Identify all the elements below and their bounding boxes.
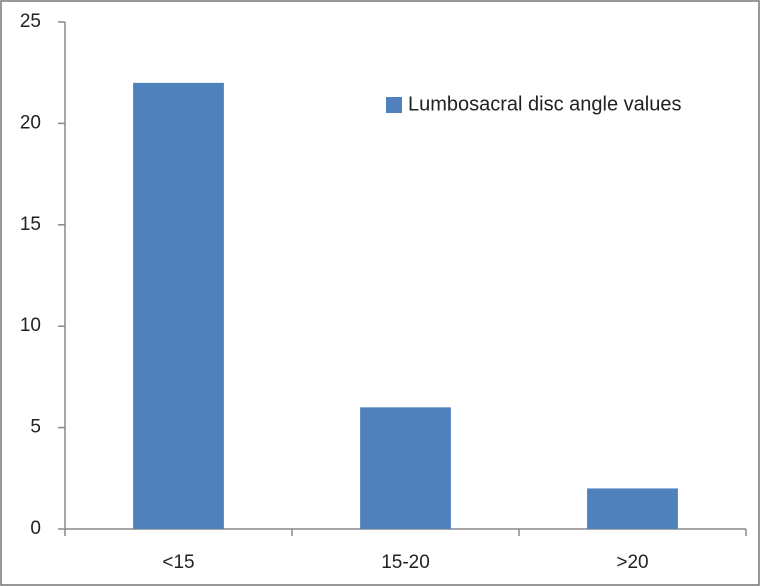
bar: [587, 488, 678, 529]
x-tick-label: >20: [616, 552, 648, 573]
bar: [360, 407, 451, 529]
y-tick-label: 15: [20, 214, 41, 235]
y-tick-label: 20: [20, 112, 41, 133]
x-tick-label: <15: [162, 552, 194, 573]
y-tick-label: 10: [20, 315, 41, 336]
x-tick-label: 15-20: [381, 552, 430, 573]
legend-label: Lumbosacral disc angle values: [408, 93, 682, 115]
y-tick-label: 5: [30, 417, 41, 438]
legend-swatch: [386, 97, 402, 113]
y-tick-label: 0: [30, 518, 41, 539]
bar: [133, 82, 224, 529]
y-tick-label: 25: [20, 11, 41, 32]
